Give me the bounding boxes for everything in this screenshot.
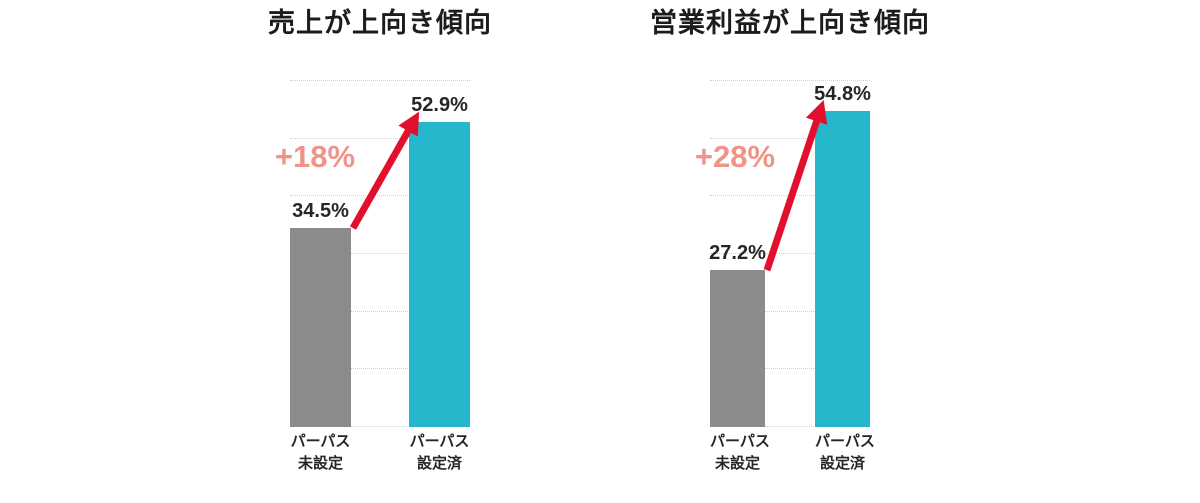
bar-purpose-set xyxy=(815,111,870,427)
category-purpose-not-set: パーパス 未設定 xyxy=(710,433,770,472)
increase-arrow-icon xyxy=(349,111,420,230)
plot-area: 27.2% 54.8% +28% xyxy=(695,80,871,427)
chart-title: 売上が上向き傾向 xyxy=(268,8,492,38)
value-label-purpose-set: 52.9% xyxy=(411,93,468,116)
delta-annotation: +18% xyxy=(274,139,356,174)
category-labels: パーパス 未設定 パーパス 設定済 xyxy=(290,431,470,477)
increase-arrow-icon xyxy=(763,100,828,272)
category-purpose-set: パーパス 設定済 xyxy=(409,433,470,472)
plot-area: 34.5% 52.9% +18% xyxy=(275,80,470,427)
value-label-purpose-not-set: 27.2% xyxy=(709,242,766,265)
bar-purpose-not-set xyxy=(290,228,351,427)
chart-title: 営業利益が上向き傾向 xyxy=(650,8,930,38)
operating-profit-chart: 営業利益が上向き傾向 27.2% 54.8% +28% パーパス 未設定 xyxy=(650,0,929,503)
value-label-purpose-set: 54.8% xyxy=(814,83,871,105)
category-purpose-set: パーパス 設定済 xyxy=(815,433,875,472)
delta-annotation: +28% xyxy=(694,139,776,174)
category-purpose-not-set: パーパス 未設定 xyxy=(290,433,351,472)
category-labels: パーパス 未設定 パーパス 設定済 xyxy=(710,431,875,477)
sales-chart: 売上が上向き傾向 34.5% 52.9% +18% パーパス 未設定 xyxy=(268,0,491,503)
bar-purpose-not-set xyxy=(710,270,765,427)
value-label-purpose-not-set: 34.5% xyxy=(292,200,349,223)
bar-purpose-set xyxy=(409,121,470,427)
